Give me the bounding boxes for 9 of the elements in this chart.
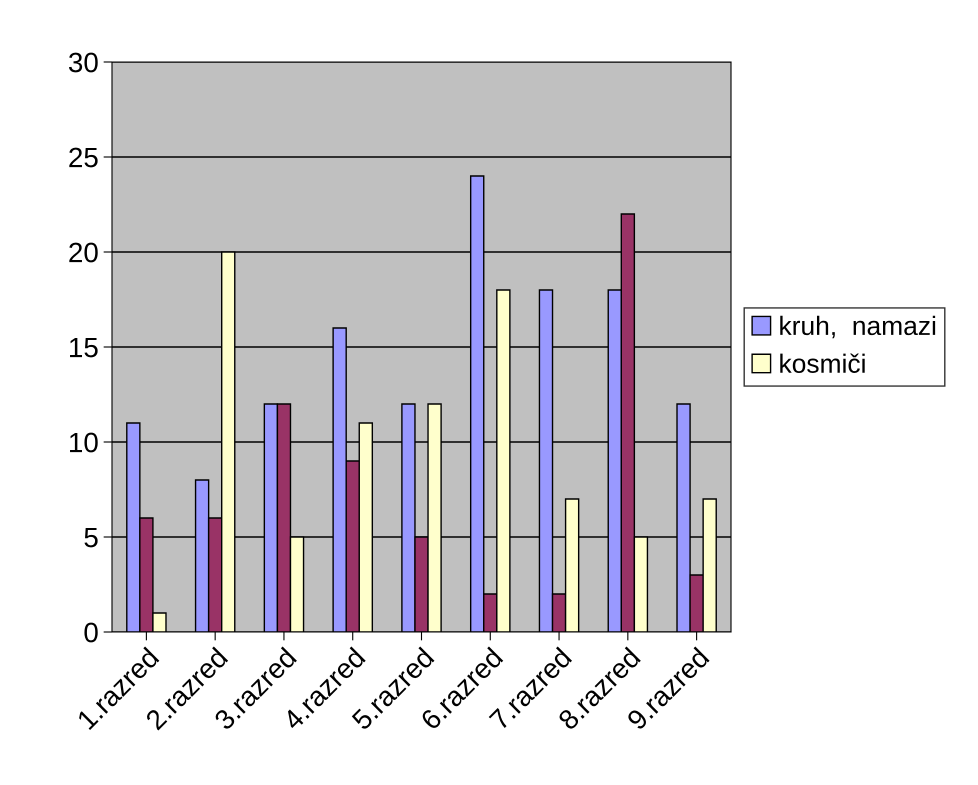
y-tick-label: 5 — [84, 528, 98, 548]
y-tick-label: 30 — [68, 52, 98, 72]
y-tick-label: 10 — [70, 432, 98, 452]
y-tick-label: 25 — [69, 148, 98, 168]
legend-label: kruh, namazi — [780, 316, 936, 338]
y-tick-label: 15 — [70, 338, 98, 358]
y-tick-label: 20 — [69, 242, 98, 262]
legend-label: kosmiči — [780, 354, 865, 373]
y-tick-label: 0 — [84, 622, 98, 642]
